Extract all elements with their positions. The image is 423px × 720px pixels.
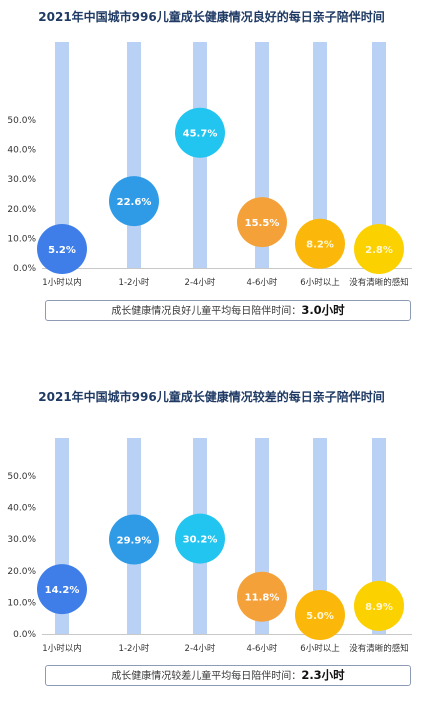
x-tick-label: 1小时以内 <box>42 643 81 654</box>
y-tick-label: 0.0% <box>13 264 36 274</box>
x-tick-label: 没有清晰的感知 <box>349 277 409 288</box>
x-tick-label: 6小时以上 <box>300 643 340 654</box>
data-label: 11.8% <box>245 593 280 604</box>
value-bubble <box>237 571 287 622</box>
y-tick-label: 20.0% <box>7 205 36 215</box>
data-label: 8.9% <box>365 602 393 613</box>
summary-label: 成长健康情况良好儿童平均每日陪伴时间： <box>111 306 302 317</box>
chart-title: 2021年中国城市996儿童成长健康情况良好的每日亲子陪伴时间 <box>38 10 385 24</box>
y-tick-label: 40.0% <box>7 146 36 156</box>
summary-value: 2.3小时 <box>301 668 345 682</box>
value-bubble <box>109 514 159 565</box>
y-tick-label: 20.0% <box>7 567 36 577</box>
x-tick-label: 2-4小时 <box>185 277 216 288</box>
y-tick-label: 30.0% <box>7 175 36 185</box>
chart-title: 2021年中国城市996儿童成长健康情况较差的每日亲子陪伴时间 <box>38 390 385 404</box>
value-bubble <box>109 176 159 227</box>
data-label: 22.6% <box>117 197 152 208</box>
chart-panel-good: 2021年中国城市996儿童成长健康情况良好的每日亲子陪伴时间 0.0% 10.0… <box>0 0 423 340</box>
y-tick-label: 40.0% <box>7 504 36 514</box>
bar-track <box>127 42 141 268</box>
bar-chart-poor: 0.0% 10.0% 20.0% 30.0% 40.0% 50.0% 1小时以内 1-2小时 2… <box>7 438 412 654</box>
bar-track <box>55 42 69 268</box>
data-label: 2.8% <box>365 245 393 256</box>
y-tick-label: 50.0% <box>7 472 36 482</box>
x-tick-label: 4-6小时 <box>247 643 278 654</box>
summary-label: 成长健康情况较差儿童平均每日陪伴时间： <box>111 671 302 682</box>
summary-box: 成长健康情况良好儿童平均每日陪伴时间：3.0小时 <box>45 300 411 321</box>
value-bubble <box>175 513 225 564</box>
x-tick-label: 1-2小时 <box>119 643 150 654</box>
x-tick-label: 1小时以内 <box>42 277 81 288</box>
value-bubble <box>37 564 87 615</box>
x-tick-label: 6小时以上 <box>300 277 340 288</box>
data-label: 30.2% <box>183 535 218 546</box>
bar-chart-good: 0.0% 10.0% 20.0% 30.0% 40.0% 50.0% 1小时以内 1-2小时 2… <box>7 42 412 288</box>
data-label: 45.7% <box>183 129 218 140</box>
data-label: 5.2% <box>48 245 76 256</box>
chart-panel-poor: 2021年中国城市996儿童成长健康情况较差的每日亲子陪伴时间 0.0% 10.0… <box>0 380 423 720</box>
x-tick-label: 2-4小时 <box>185 643 216 654</box>
y-tick-label: 10.0% <box>7 598 36 608</box>
value-bubble <box>354 224 404 274</box>
y-tick-label: 0.0% <box>13 630 36 640</box>
bar-track <box>372 42 386 268</box>
data-label: 29.9% <box>117 536 152 547</box>
value-bubble <box>37 224 87 274</box>
y-tick-label: 10.0% <box>7 234 36 244</box>
data-label: 5.0% <box>306 611 334 622</box>
y-tick-label: 30.0% <box>7 535 36 545</box>
bar-track <box>313 438 327 634</box>
value-bubble <box>237 197 287 248</box>
value-bubble <box>295 218 345 269</box>
summary-value: 3.0小时 <box>301 303 345 317</box>
data-label: 15.5% <box>245 218 280 229</box>
value-bubble <box>175 107 225 158</box>
x-tick-label: 1-2小时 <box>119 277 150 288</box>
x-tick-label: 4-6小时 <box>247 277 278 288</box>
y-tick-label: 50.0% <box>7 116 36 126</box>
data-label: 8.2% <box>306 240 334 251</box>
value-bubble <box>295 590 345 640</box>
value-bubble <box>354 580 404 631</box>
x-tick-label: 没有清晰的感知 <box>349 643 409 654</box>
data-label: 14.2% <box>45 585 80 596</box>
summary-box: 成长健康情况较差儿童平均每日陪伴时间：2.3小时 <box>45 665 411 686</box>
bar-track <box>313 42 327 268</box>
